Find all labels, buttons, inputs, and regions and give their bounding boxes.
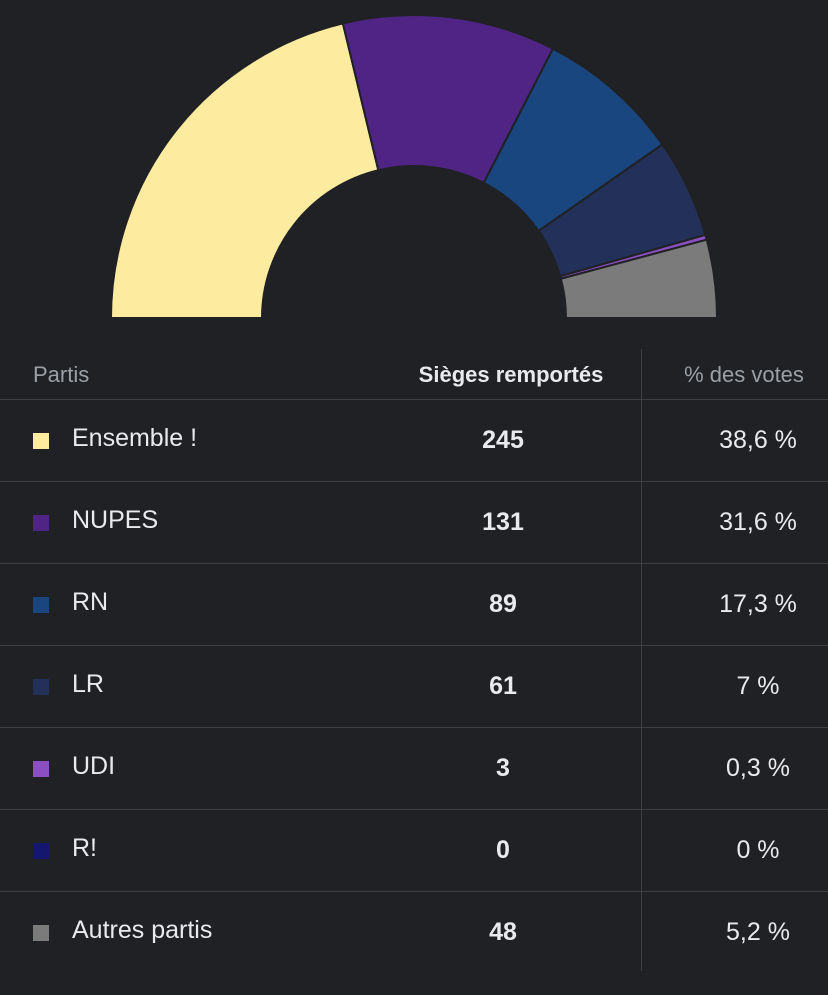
votes-value: 31,6 % xyxy=(719,508,797,536)
party-name: R! xyxy=(72,834,97,862)
legend-swatch xyxy=(33,761,49,777)
legend-swatch xyxy=(33,679,49,695)
table-row[interactable]: LR 61 7 % xyxy=(0,646,828,728)
legend-swatch xyxy=(33,843,49,859)
chart-segment-autres-partis[interactable] xyxy=(559,238,718,319)
table-row[interactable]: RN 89 17,3 % xyxy=(0,564,828,646)
chart-segment-ensemble[interactable] xyxy=(110,22,380,319)
table-row[interactable]: R! 0 0 % xyxy=(0,810,828,892)
table-header: Partis Sièges remportés % des votes xyxy=(0,349,828,400)
table-row[interactable]: UDI 3 0,3 % xyxy=(0,728,828,810)
party-name: RN xyxy=(72,588,109,616)
header-party: Partis xyxy=(33,362,90,387)
party-name: Ensemble ! xyxy=(72,424,198,452)
seats-value: 3 xyxy=(496,754,510,782)
seats-value: 0 xyxy=(496,836,510,864)
table-row[interactable]: Ensemble ! 245 38,6 % xyxy=(0,400,828,482)
votes-value: 0 % xyxy=(736,836,780,864)
votes-value: 7 % xyxy=(736,672,780,700)
votes-value: 0,3 % xyxy=(726,754,790,782)
table-row[interactable]: NUPES 131 31,6 % xyxy=(0,482,828,564)
header-votes: % des votes xyxy=(684,362,804,387)
legend-swatch xyxy=(33,433,49,449)
party-name: Autres partis xyxy=(72,916,213,944)
seats-value: 61 xyxy=(489,672,517,700)
header-seats: Sièges remportés xyxy=(418,362,604,387)
party-name: LR xyxy=(72,670,104,698)
votes-value: 38,6 % xyxy=(719,426,797,454)
results-table: Partis Sièges remportés % des votes Ense… xyxy=(0,349,828,973)
seats-value: 48 xyxy=(489,918,517,946)
column-divider xyxy=(641,349,642,971)
seat-distribution-chart xyxy=(110,14,718,319)
seats-value: 89 xyxy=(489,590,517,618)
legend-swatch xyxy=(33,515,49,531)
table-row[interactable]: Autres partis 48 5,2 % xyxy=(0,892,828,973)
party-name: NUPES xyxy=(72,506,159,534)
votes-value: 5,2 % xyxy=(726,918,790,946)
seats-value: 245 xyxy=(482,426,524,454)
seats-value: 131 xyxy=(482,508,524,536)
votes-value: 17,3 % xyxy=(719,590,797,618)
legend-swatch xyxy=(33,597,49,613)
legend-swatch xyxy=(33,925,49,941)
party-name: UDI xyxy=(72,752,116,780)
